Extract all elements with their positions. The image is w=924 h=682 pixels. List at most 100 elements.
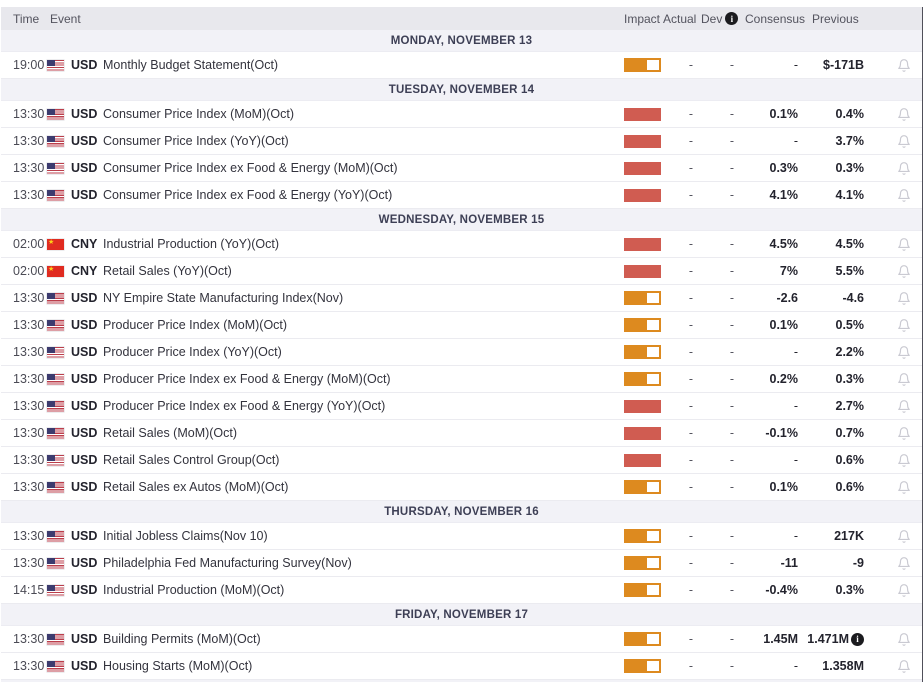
event-name[interactable]: Consumer Price Index (MoM)(Oct) [103, 107, 295, 121]
event-name[interactable]: Consumer Price Index ex Food & Energy (M… [103, 161, 398, 175]
event-name[interactable]: Industrial Production (YoY)(Oct) [103, 237, 280, 251]
event-name[interactable]: Retail Sales (MoM)(Oct) [103, 426, 238, 440]
previous-value: 2.2% [835, 345, 865, 359]
flag-cell [47, 319, 71, 331]
flag-cell [47, 346, 71, 358]
info-icon[interactable]: i [851, 632, 864, 646]
event-name[interactable]: Consumer Price Index ex Food & Energy (Y… [103, 188, 393, 202]
event-name[interactable]: Retail Sales ex Autos (MoM)(Oct) [103, 480, 289, 494]
alert-bell-button[interactable] [897, 659, 911, 674]
previous-value: 0.6% [835, 480, 865, 494]
event-time: 13:30 [13, 372, 45, 386]
impact-medium-icon [624, 659, 661, 673]
event-name[interactable]: Producer Price Index (MoM)(Oct) [103, 318, 288, 332]
previous-value: 0.3% [835, 583, 865, 597]
currency-code: USD [71, 318, 98, 332]
event-name[interactable]: Producer Price Index (YoY)(Oct) [103, 345, 282, 359]
event-name[interactable]: Producer Price Index ex Food & Energy (Y… [103, 399, 386, 413]
event-name[interactable]: Monthly Budget Statement(Oct) [103, 58, 279, 72]
column-header-impact: Impact [624, 11, 661, 26]
event-row: 14:15 USD Industrial Production (MoM)(Oct)… [1, 577, 922, 604]
column-header-dev: Dev [701, 11, 723, 26]
alert-bell-button[interactable] [897, 318, 911, 333]
alert-bell-button[interactable] [897, 188, 911, 203]
alert-bell-button[interactable] [897, 345, 911, 360]
event-name[interactable]: Industrial Production (MoM)(Oct) [103, 583, 285, 597]
actual-value: - [688, 480, 694, 494]
event-name[interactable]: Building Permits (MoM)(Oct) [103, 632, 261, 646]
flag-cell [47, 481, 71, 493]
consensus-value: - [793, 529, 798, 543]
event-time: 13:30 [13, 291, 45, 305]
previous-cell: 0.6% [818, 453, 886, 467]
alert-bell-button[interactable] [897, 556, 911, 571]
event-name[interactable]: Retail Sales (YoY)(Oct) [103, 264, 232, 278]
event-name[interactable]: Retail Sales Control Group(Oct) [103, 453, 280, 467]
currency-code: USD [71, 345, 98, 359]
alert-bell-button[interactable] [897, 161, 911, 176]
impact-cell [624, 264, 672, 278]
deviation-value: - [729, 188, 735, 202]
event-name[interactable]: Housing Starts (MoM)(Oct) [103, 659, 253, 673]
event-name[interactable]: Initial Jobless Claims(Nov 10) [103, 529, 268, 543]
alert-bell-button[interactable] [897, 107, 911, 122]
actual-value: - [688, 264, 694, 278]
impact-cell [624, 107, 672, 121]
impact-cell [624, 453, 672, 467]
dev-info-icon[interactable]: i [725, 12, 739, 25]
alert-bell-button[interactable] [897, 237, 911, 252]
previous-value: 0.4% [835, 107, 865, 121]
previous-cell: 2.7% [818, 399, 886, 413]
us-flag-icon [47, 346, 64, 358]
previous-cell: 0.3% [818, 161, 886, 175]
event-row: 13:30 USD Producer Price Index (MoM)(Oct) -… [1, 312, 922, 339]
currency-code: USD [71, 632, 98, 646]
consensus-value: 0.1% [769, 318, 799, 332]
currency-code: USD [71, 188, 98, 202]
alert-bell-button[interactable] [897, 264, 911, 279]
consensus-value: - [793, 134, 798, 148]
event-row: 13:30 USD Consumer Price Index (YoY)(Oct) -… [1, 128, 922, 155]
alert-bell-button[interactable] [897, 632, 911, 647]
alert-bell-button[interactable] [897, 426, 911, 441]
us-flag-icon [47, 108, 64, 120]
impact-cell [624, 237, 672, 251]
impact-medium-icon [624, 318, 661, 332]
previous-value: 1.471M [807, 632, 849, 646]
actual-value: - [688, 556, 694, 570]
alert-bell-button[interactable] [897, 583, 911, 598]
event-name[interactable]: NY Empire State Manufacturing Index(Nov) [103, 291, 344, 305]
us-flag-canton [47, 557, 55, 564]
impact-medium-icon [624, 58, 661, 72]
event-time: 13:30 [13, 659, 45, 673]
previous-cell: 5.5% [818, 264, 886, 278]
consensus-value: 4.5% [769, 237, 799, 251]
actual-value: - [688, 399, 694, 413]
alert-bell-button[interactable] [897, 372, 911, 387]
alert-bell-button[interactable] [897, 399, 911, 414]
alert-bell-button[interactable] [897, 480, 911, 495]
actual-value: - [688, 659, 694, 673]
event-name[interactable]: Producer Price Index ex Food & Energy (M… [103, 372, 391, 386]
impact-cell [624, 529, 672, 543]
consensus-value: -0.4% [765, 583, 798, 597]
alert-bell-button[interactable] [897, 453, 911, 468]
impact-cell [624, 556, 672, 570]
impact-cell [624, 134, 672, 148]
us-flag-icon [47, 481, 64, 493]
deviation-value: - [729, 291, 735, 305]
event-name[interactable]: Philadelphia Fed Manufacturing Survey(No… [103, 556, 352, 570]
bell-cell [886, 583, 922, 598]
alert-bell-button[interactable] [897, 58, 911, 73]
actual-value: - [688, 426, 694, 440]
alert-bell-button[interactable] [897, 134, 911, 149]
alert-bell-button[interactable] [897, 291, 911, 306]
event-row: 13:30 USD Consumer Price Index ex Food & E… [1, 155, 922, 182]
alert-bell-button[interactable] [897, 529, 911, 544]
currency-code: USD [71, 107, 98, 121]
actual-value: - [688, 291, 694, 305]
bell-cell [886, 372, 922, 387]
previous-cell: 1.471M i [807, 632, 886, 646]
us-flag-icon [47, 135, 64, 147]
event-name[interactable]: Consumer Price Index (YoY)(Oct) [103, 134, 289, 148]
